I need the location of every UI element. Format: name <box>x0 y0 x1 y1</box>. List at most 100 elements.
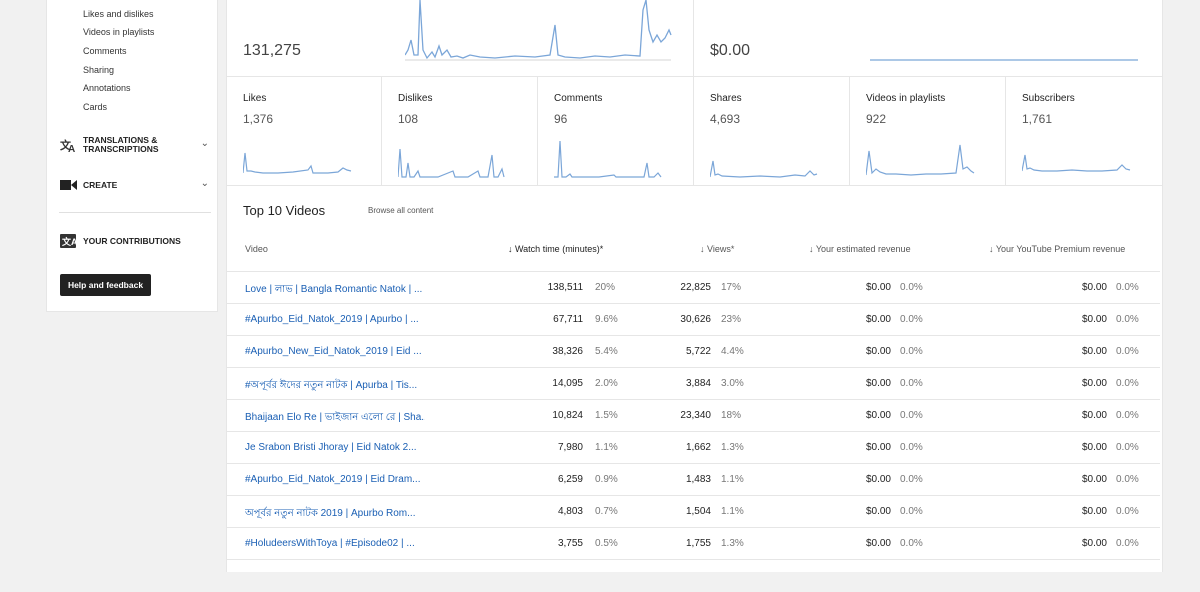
table-row[interactable]: #Apurbo_Eid_Natok_2019 | Apurbo | ... 67,… <box>227 303 1160 336</box>
sidebar-item-annotations[interactable]: Annotations <box>83 83 131 93</box>
sidebar-section-contributions[interactable]: 文A YOUR CONTRIBUTIONS <box>59 231 209 251</box>
revenue-value: $0.00 <box>865 346 891 357</box>
sidebar-item-videos-in-playlists[interactable]: Videos in playlists <box>83 27 155 37</box>
video-title-link[interactable]: Bhaijaan Elo Re | ভাইজান এলো রে | Sha... <box>245 412 425 423</box>
revenue-pct: 0.0% <box>900 346 923 357</box>
views-pct: 18% <box>721 410 742 421</box>
header-premium-revenue[interactable]: ↓ Your YouTube Premium revenue <box>989 244 1125 254</box>
views-card[interactable]: 131,275 <box>227 0 694 77</box>
premium-revenue-pct: 0.0% <box>1116 410 1139 421</box>
revenue-pct: 0.0% <box>900 378 923 389</box>
metric-label: Dislikes <box>398 93 433 104</box>
revenue-sparkline <box>870 59 1138 61</box>
views-value: 1,662 <box>685 442 711 453</box>
table-row[interactable]: #Apurbo_New_Eid_Natok_2019 | Eid ... 38,3… <box>227 335 1160 368</box>
sidebar-section-create[interactable]: CREATE ⌄ <box>59 175 209 195</box>
premium-revenue-pct: 0.0% <box>1116 506 1139 517</box>
metric-label: Shares <box>710 93 742 104</box>
dislikes-sparkline <box>398 148 505 178</box>
table-row[interactable]: #অপূর্বর ঈদের নতুন নাটক | Apurba | Tis..… <box>227 367 1160 400</box>
views-pct: 1.3% <box>721 538 744 549</box>
views-value: 22,825 <box>680 282 711 293</box>
metric-shares[interactable]: Shares 4,693 <box>694 77 850 185</box>
help-feedback-button[interactable]: Help and feedback <box>60 274 151 296</box>
video-title-link[interactable]: #Apurbo_New_Eid_Natok_2019 | Eid ... <box>245 346 422 357</box>
table-row[interactable]: অপূর্বর নতুন নাটক 2019 | Apurbo Rom... 4,… <box>227 495 1160 528</box>
revenue-value: $0.00 <box>865 282 891 293</box>
video-title-link[interactable]: #অপূর্বর ঈদের নতুন নাটক | Apurba | Tis..… <box>245 380 418 391</box>
premium-revenue-value: $0.00 <box>1081 346 1107 357</box>
premium-revenue-pct: 0.0% <box>1116 538 1139 549</box>
video-title-link[interactable]: #HoludeersWithToya | #Episode02 | ... <box>245 538 415 549</box>
comments-sparkline <box>554 141 662 178</box>
watch-time-pct: 0.9% <box>595 474 618 485</box>
video-camera-icon <box>59 177 77 193</box>
table-row[interactable]: #HoludeersWithToya | #Episode02 | ... 3,7… <box>227 527 1160 560</box>
revenue-value: $0.00 <box>865 474 891 485</box>
metric-dislikes[interactable]: Dislikes 108 <box>382 77 538 185</box>
watch-time-value: 4,803 <box>557 506 583 517</box>
premium-revenue-pct: 0.0% <box>1116 442 1139 453</box>
top-videos-title: Top 10 Videos <box>243 203 326 218</box>
views-value: 23,340 <box>680 410 711 421</box>
watch-time-pct: 5.4% <box>595 346 618 357</box>
views-sparkline <box>405 0 672 61</box>
views-pct: 23% <box>721 314 742 325</box>
chevron-down-icon[interactable]: ⌄ <box>200 138 209 149</box>
svg-text:文: 文 <box>60 138 72 152</box>
header-views-label: Views* <box>707 244 735 254</box>
table-row[interactable]: Love | লাভ | Bangla Romantic Natok | ...… <box>227 271 1160 304</box>
video-title-link[interactable]: Je Srabon Bristi Jhoray | Eid Natok 2... <box>245 442 417 453</box>
watch-time-value: 7,980 <box>557 442 583 453</box>
browse-all-link[interactable]: Browse all content <box>368 206 434 215</box>
create-label: CREATE <box>83 179 118 190</box>
contributions-icon: 文A <box>59 233 77 249</box>
chevron-down-icon[interactable]: ⌄ <box>200 178 209 189</box>
metric-likes[interactable]: Likes 1,376 <box>227 77 382 185</box>
contributions-label: YOUR CONTRIBUTIONS <box>83 235 181 246</box>
sort-arrow-icon: ↓ <box>809 244 814 254</box>
header-video: Video <box>245 244 268 254</box>
header-watch-time-label: Watch time (minutes)* <box>515 244 604 254</box>
video-title-link[interactable]: অপূর্বর নতুন নাটক 2019 | Apurbo Rom... <box>245 508 416 519</box>
header-views[interactable]: ↓ Views* <box>700 244 734 254</box>
metric-value: 1,761 <box>1022 112 1053 126</box>
revenue-pct: 0.0% <box>900 442 923 453</box>
video-title-link[interactable]: Love | লাভ | Bangla Romantic Natok | ... <box>245 284 423 295</box>
header-revenue[interactable]: ↓ Your estimated revenue <box>809 244 911 254</box>
metric-subscribers[interactable]: Subscribers 1,761 <box>1006 77 1162 185</box>
watch-time-value: 3,755 <box>557 538 583 549</box>
metric-value: 4,693 <box>710 112 741 126</box>
video-title-link[interactable]: #Apurbo_Eid_Natok_2019 | Eid Dram... <box>245 474 421 485</box>
video-title-link[interactable]: #Apurbo_Eid_Natok_2019 | Apurbo | ... <box>245 314 419 325</box>
table-row[interactable]: Je Srabon Bristi Jhoray | Eid Natok 2...… <box>227 431 1160 464</box>
sidebar-item-comments[interactable]: Comments <box>83 46 127 56</box>
premium-revenue-value: $0.00 <box>1081 474 1107 485</box>
sidebar-item-sharing[interactable]: Sharing <box>83 65 115 75</box>
sidebar-item-likes-dislikes[interactable]: Likes and dislikes <box>83 9 154 19</box>
metric-comments[interactable]: Comments 96 <box>538 77 694 185</box>
premium-revenue-pct: 0.0% <box>1116 282 1139 293</box>
svg-text:A: A <box>68 144 75 153</box>
premium-revenue-value: $0.00 <box>1081 506 1107 517</box>
metric-videos-in-playlists[interactable]: Videos in playlists 922 <box>850 77 1006 185</box>
watch-time-pct: 0.7% <box>595 506 618 517</box>
revenue-pct: 0.0% <box>900 282 923 293</box>
watch-time-value: 138,511 <box>547 282 583 293</box>
table-row[interactable]: Bhaijaan Elo Re | ভাইজান এলো রে | Sha...… <box>227 399 1160 432</box>
revenue-card[interactable]: $0.00 <box>694 0 1162 77</box>
watch-time-value: 38,326 <box>552 346 583 357</box>
views-pct: 1.3% <box>721 442 744 453</box>
table-row[interactable]: #Apurbo_Eid_Natok_2019 | Eid Dram... 6,25… <box>227 463 1160 496</box>
metric-value: 108 <box>398 112 419 126</box>
header-watch-time[interactable]: ↓ Watch time (minutes)* <box>508 244 603 254</box>
sidebar: Likes and dislikes Videos in playlists C… <box>46 0 218 312</box>
sidebar-item-cards[interactable]: Cards <box>83 102 108 112</box>
sort-arrow-icon: ↓ <box>989 244 994 254</box>
premium-revenue-pct: 0.0% <box>1116 314 1139 325</box>
watch-time-pct: 1.1% <box>595 442 618 453</box>
views-pct: 17% <box>721 282 742 293</box>
views-value: 1,504 <box>685 506 711 517</box>
views-value: 131,275 <box>243 42 301 59</box>
